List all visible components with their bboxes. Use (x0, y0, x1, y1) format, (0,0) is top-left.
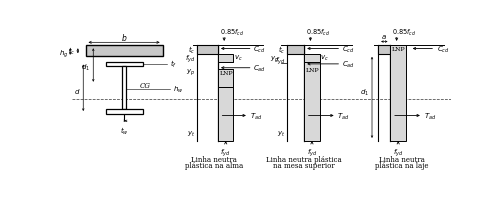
Text: $0.85f_{cd}$: $0.85f_{cd}$ (219, 28, 243, 38)
Text: Linha neutra: Linha neutra (378, 155, 424, 163)
Text: $C_{cd}$: $C_{cd}$ (341, 44, 354, 54)
Text: na mesa superior: na mesa superior (273, 161, 335, 169)
Text: $t_c$: $t_c$ (68, 46, 76, 57)
Text: $0.85f_{cd}$: $0.85f_{cd}$ (305, 28, 329, 38)
Text: $f_{yd}$: $f_{yd}$ (306, 146, 317, 158)
Text: $t_f$: $t_f$ (170, 59, 177, 70)
Bar (105, 62, 142, 67)
Text: $T_{ad}$: $T_{ad}$ (249, 111, 262, 121)
Text: $y_t$: $y_t$ (187, 129, 195, 138)
Bar (197, 45, 217, 55)
Text: $d$: $d$ (74, 87, 80, 96)
Bar (304, 62, 319, 141)
Text: $t_w$: $t_w$ (119, 125, 128, 136)
Text: Linha neutra: Linha neutra (191, 155, 236, 163)
Bar (217, 55, 233, 62)
Text: $C_{ad}$: $C_{ad}$ (341, 60, 354, 70)
Bar (390, 45, 405, 141)
Text: $T_{ad}$: $T_{ad}$ (337, 111, 349, 121)
Text: plástica na laje: plástica na laje (375, 161, 428, 169)
Text: $0.85f_{cd}$: $0.85f_{cd}$ (391, 28, 415, 38)
Text: $y_t$: $y_t$ (277, 129, 285, 138)
Bar (304, 55, 319, 62)
Text: LNP: LNP (391, 47, 405, 52)
Text: Linha neutra plástica: Linha neutra plástica (266, 155, 342, 163)
Text: plástica na alma: plástica na alma (185, 161, 243, 169)
Text: $T_{ad}$: $T_{ad}$ (423, 111, 435, 121)
Text: LNP: LNP (219, 70, 232, 75)
Text: $t_c$: $t_c$ (278, 44, 285, 56)
Text: $f_{yd}$: $f_{yd}$ (275, 55, 285, 67)
Text: $C_{cd}$: $C_{cd}$ (436, 44, 448, 54)
Text: $f_{yd}$: $f_{yd}$ (392, 146, 403, 158)
Text: LNP: LNP (305, 67, 319, 73)
Text: $v_c$: $v_c$ (233, 54, 242, 63)
Text: $v_c$: $v_c$ (320, 54, 329, 63)
Text: $d_1$: $d_1$ (359, 88, 368, 98)
Text: $d_1$: $d_1$ (81, 63, 90, 73)
Text: $f_{yd}$: $f_{yd}$ (220, 146, 230, 158)
Bar (217, 88, 233, 141)
Bar (105, 109, 142, 114)
Bar (122, 67, 126, 109)
Text: $b$: $b$ (121, 32, 127, 43)
Text: $h_g$: $h_g$ (59, 48, 68, 60)
Text: $y_p$: $y_p$ (186, 67, 195, 77)
Text: $a$: $a$ (381, 33, 386, 41)
Text: $y_p$: $y_p$ (270, 54, 279, 64)
Text: $C_{ad}$: $C_{ad}$ (253, 63, 266, 74)
Text: $t_c$: $t_c$ (188, 44, 195, 56)
Bar (287, 45, 304, 55)
Text: $h_w$: $h_w$ (173, 85, 183, 95)
Bar (377, 45, 390, 55)
Text: CG: CG (139, 81, 150, 89)
Text: $f_{yd}$: $f_{yd}$ (185, 54, 195, 65)
Text: $C_{cd}$: $C_{cd}$ (253, 44, 266, 54)
Bar (217, 70, 233, 88)
Bar (85, 46, 162, 57)
